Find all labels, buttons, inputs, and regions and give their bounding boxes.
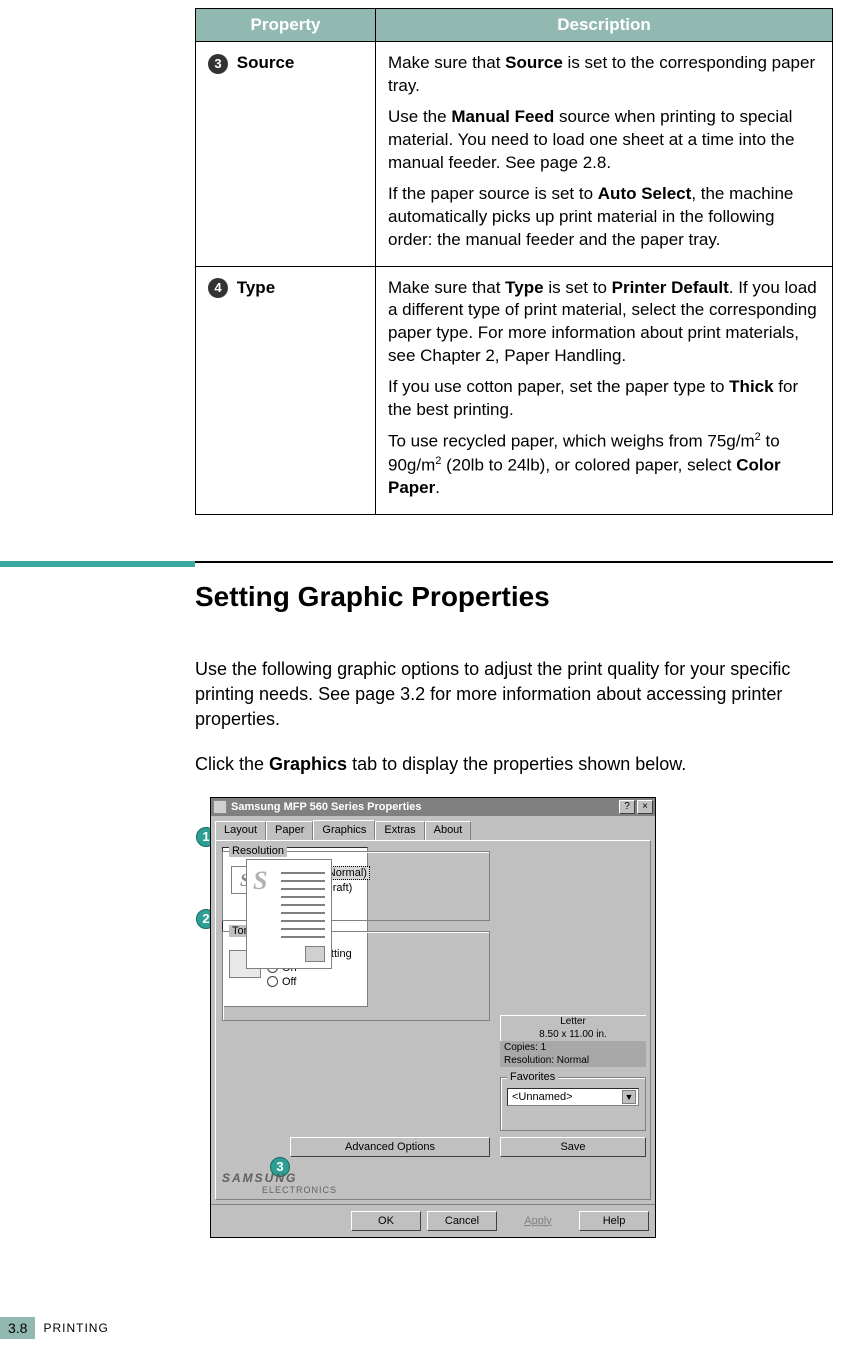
section-label: PRINTING bbox=[43, 1321, 108, 1335]
th-description: Description bbox=[376, 9, 833, 42]
titlebar: Samsung MFP 560 Series Properties ? × bbox=[211, 798, 655, 816]
ok-button[interactable]: OK bbox=[351, 1211, 421, 1231]
favorites-select[interactable]: <Unnamed> ▼ bbox=[507, 1088, 639, 1106]
row-number-badge: 3 bbox=[208, 54, 228, 74]
cancel-button[interactable]: Cancel bbox=[427, 1211, 497, 1231]
desc-paragraph: To use recycled paper, which weighs from… bbox=[388, 430, 820, 500]
tab-extras[interactable]: Extras bbox=[375, 821, 424, 841]
property-name: Type bbox=[237, 278, 275, 297]
help-button[interactable]: Help bbox=[579, 1211, 649, 1231]
desc-paragraph: If you use cotton paper, set the paper t… bbox=[388, 376, 820, 422]
page-footer: 3.8 PRINTING bbox=[0, 1317, 109, 1339]
resolution-info: Resolution: Normal bbox=[500, 1054, 646, 1067]
favorites-group: Favorites <Unnamed> ▼ bbox=[500, 1077, 646, 1131]
th-property: Property bbox=[196, 9, 376, 42]
tab-about[interactable]: About bbox=[425, 821, 472, 841]
radio-off[interactable]: Off bbox=[267, 976, 489, 988]
page-number: 3.8 bbox=[0, 1317, 35, 1339]
favorites-label: Favorites bbox=[507, 1071, 558, 1083]
favorites-value: <Unnamed> bbox=[512, 1091, 573, 1103]
table-row: 4 Type Make sure that Type is set to Pri… bbox=[196, 266, 833, 515]
intro-paragraph: Use the following graphic options to adj… bbox=[195, 657, 833, 731]
titlebar-text: Samsung MFP 560 Series Properties bbox=[231, 801, 617, 813]
tab-paper[interactable]: Paper bbox=[266, 821, 313, 841]
tabstrip: Layout Paper Graphics Extras About bbox=[211, 816, 655, 840]
advanced-options-button[interactable]: Advanced Options bbox=[290, 1137, 490, 1157]
preview-lines bbox=[281, 872, 325, 944]
preview-mini-icon bbox=[305, 946, 325, 962]
preview-page: S bbox=[246, 859, 332, 969]
properties-dialog: Samsung MFP 560 Series Properties ? × La… bbox=[210, 797, 656, 1238]
instruction-paragraph: Click the Graphics tab to display the pr… bbox=[195, 752, 833, 777]
desc-paragraph: Make sure that Type is set to Printer De… bbox=[388, 277, 820, 369]
paper-size: 8.50 x 11.00 in. bbox=[500, 1028, 646, 1041]
property-name: Source bbox=[237, 53, 295, 72]
tab-layout[interactable]: Layout bbox=[215, 821, 266, 841]
desc-paragraph: Make sure that Source is set to the corr… bbox=[388, 52, 820, 98]
dialog-buttons: OK Cancel Apply Help bbox=[211, 1204, 655, 1237]
table-row: 3 Source Make sure that Source is set to… bbox=[196, 42, 833, 267]
row-number-badge: 4 bbox=[208, 278, 228, 298]
info-group: Letter 8.50 x 11.00 in. Copies: 1 Resolu… bbox=[500, 1015, 646, 1067]
brand-logo: SAMSUNG ELECTRONICS bbox=[222, 1171, 337, 1195]
chevron-down-icon: ▼ bbox=[622, 1090, 636, 1104]
heading-rule bbox=[0, 561, 833, 563]
help-button[interactable]: ? bbox=[619, 800, 635, 814]
resolution-label: Resolution bbox=[229, 845, 287, 857]
preview-s-icon: S bbox=[253, 866, 267, 896]
desc-paragraph: If the paper source is set to Auto Selec… bbox=[388, 183, 820, 252]
app-icon bbox=[213, 800, 227, 814]
tab-graphics[interactable]: Graphics bbox=[313, 820, 375, 840]
close-button[interactable]: × bbox=[637, 800, 653, 814]
section-heading: Setting Graphic Properties bbox=[195, 581, 842, 613]
save-button[interactable]: Save bbox=[500, 1137, 646, 1157]
desc-paragraph: Use the Manual Feed source when printing… bbox=[388, 106, 820, 175]
copies-info: Copies: 1 bbox=[500, 1041, 646, 1054]
paper-name: Letter bbox=[500, 1015, 646, 1028]
tab-panel: 3 Resolution S 600 dpi (Normal) 300 dpi … bbox=[215, 840, 651, 1200]
apply-button[interactable]: Apply bbox=[503, 1211, 573, 1231]
properties-table: Property Description 3 Source Make sure … bbox=[195, 8, 833, 515]
